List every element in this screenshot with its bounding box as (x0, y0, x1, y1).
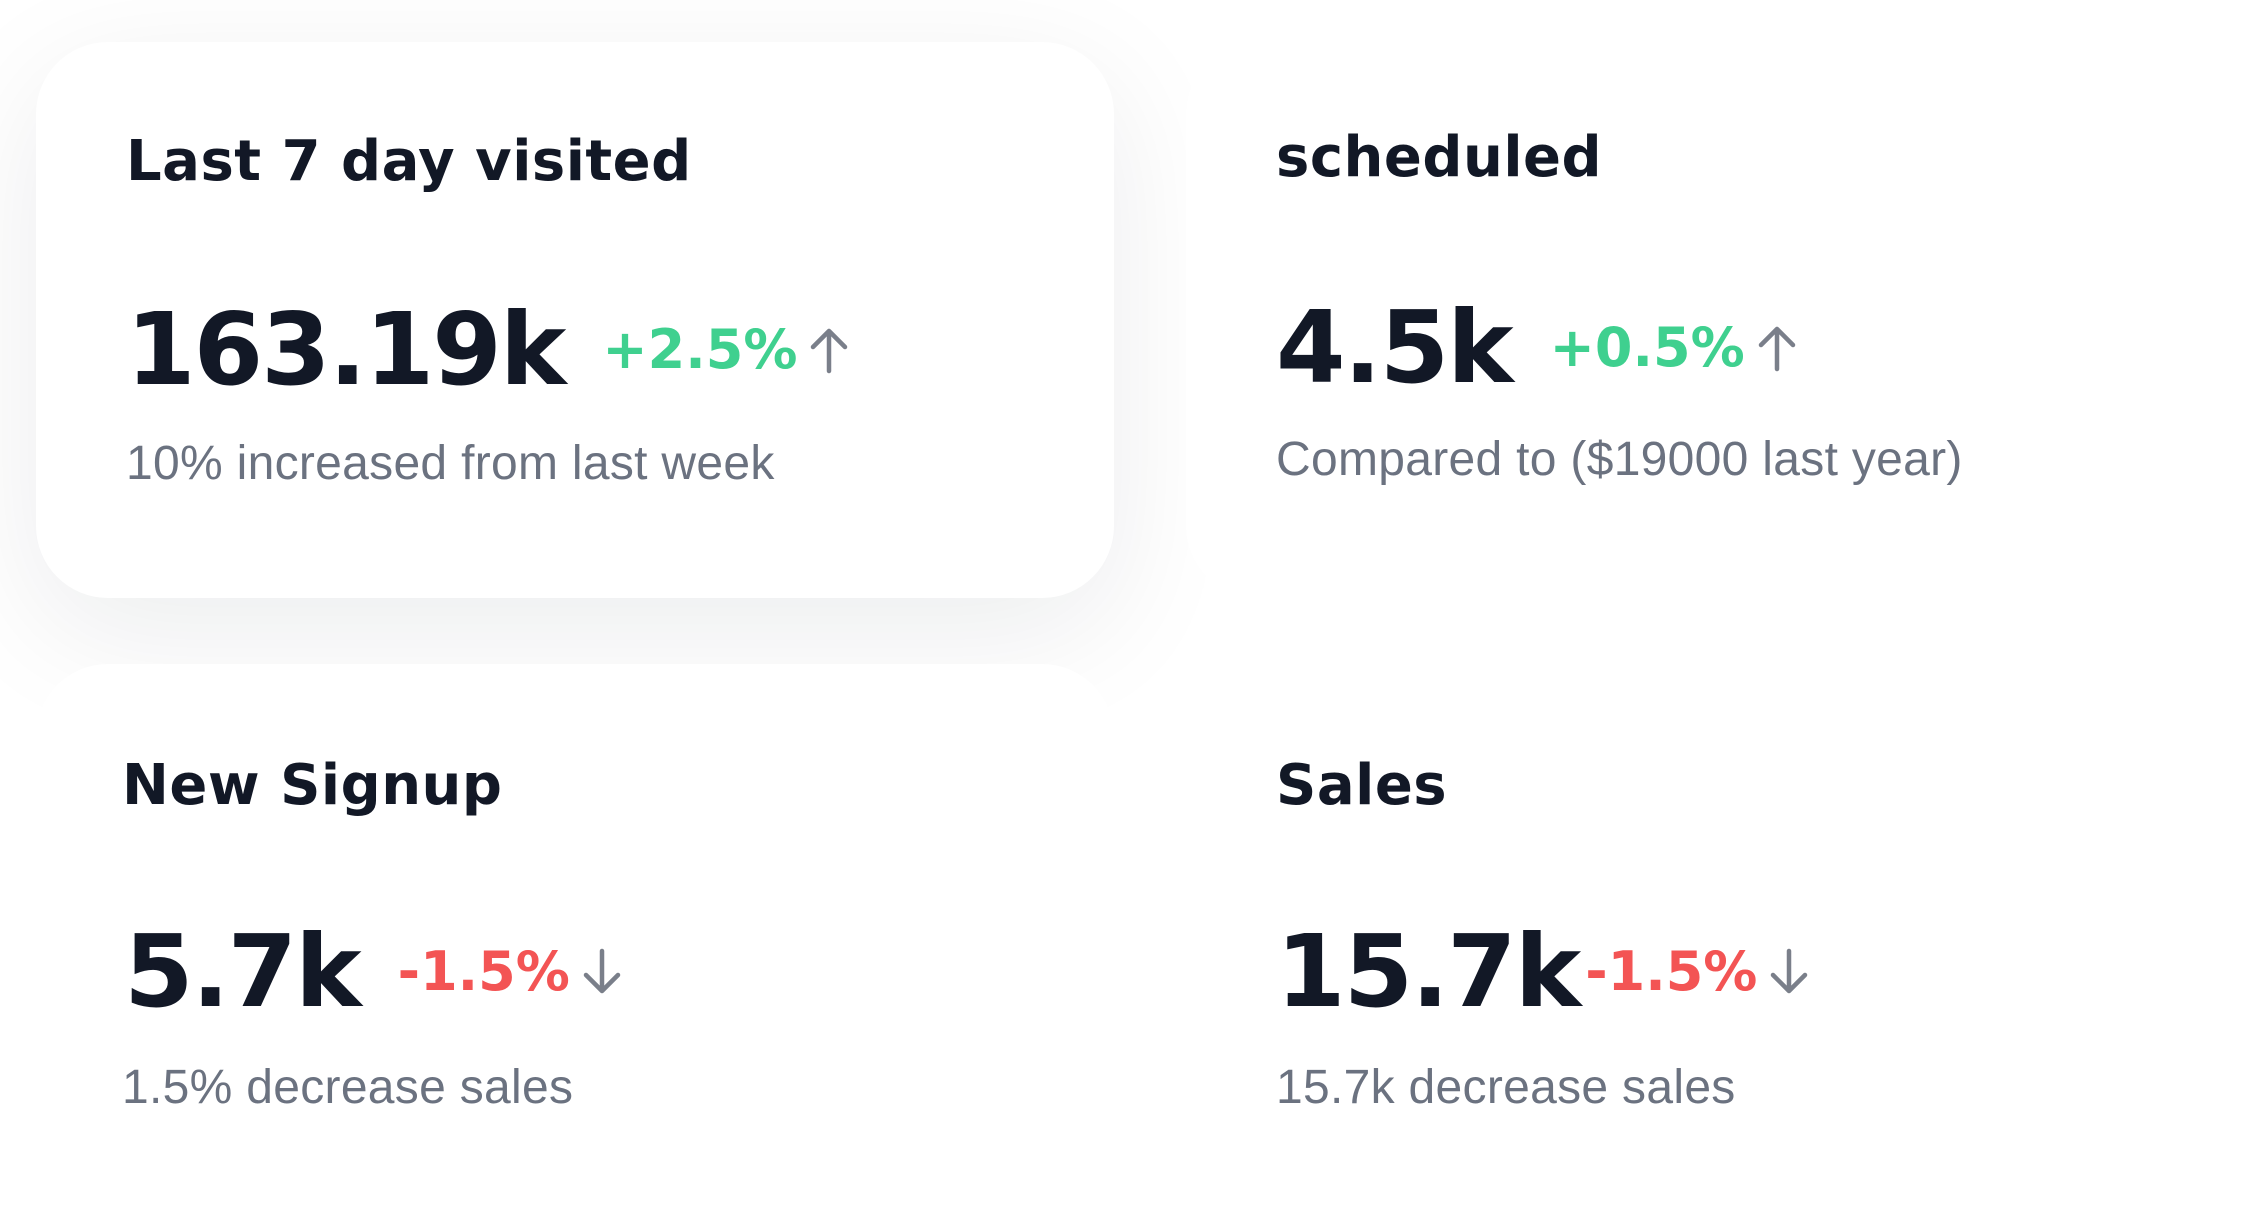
trend-indicator: +2.5% (602, 323, 851, 377)
card-title: Sales (1276, 753, 1448, 818)
card-title: Last 7 day visited (126, 129, 692, 194)
stat-row: 15.7k -1.5% (1276, 922, 1811, 1022)
stat-row: 163.19k +2.5% (126, 300, 851, 400)
stat-card-visited: Last 7 day visited 163.19k +2.5% 10% inc… (36, 42, 1114, 598)
change-percent: +2.5% (602, 318, 798, 381)
stat-card-new-signup: New Signup 5.7k -1.5% 1.5% decrease sale… (36, 664, 1114, 1220)
card-subtitle: 1.5% decrease sales (122, 1061, 574, 1114)
trend-indicator: -1.5% (398, 945, 624, 999)
stat-value: 163.19k (126, 291, 566, 408)
trend-indicator: +0.5% (1550, 321, 1799, 375)
card-subtitle: 10% increased from last week (126, 437, 775, 490)
arrow-down-icon (1767, 947, 1811, 997)
stat-row: 5.7k -1.5% (124, 922, 624, 1022)
change-percent: +0.5% (1549, 316, 1745, 379)
stat-value: 5.7k (124, 913, 362, 1030)
change-percent: -1.5% (397, 940, 570, 1003)
arrow-up-icon (807, 325, 851, 375)
card-title: scheduled (1276, 125, 1603, 190)
card-title: New Signup (122, 753, 503, 818)
stat-row: 4.5k +0.5% (1276, 298, 1799, 398)
arrow-down-icon (580, 947, 624, 997)
arrow-up-icon (1755, 323, 1799, 373)
stat-value: 4.5k (1276, 289, 1514, 406)
stat-card-sales: Sales 15.7k -1.5% 15.7k decrease sales (1186, 664, 2264, 1220)
trend-indicator: -1.5% (1585, 945, 1811, 999)
change-percent: -1.5% (1585, 940, 1758, 1003)
stat-card-scheduled: scheduled 4.5k +0.5% Compared to ($19000… (1186, 42, 2264, 598)
card-subtitle: 15.7k decrease sales (1276, 1061, 1736, 1114)
stat-value: 15.7k (1276, 913, 1581, 1030)
card-subtitle: Compared to ($19000 last year) (1276, 433, 1963, 486)
